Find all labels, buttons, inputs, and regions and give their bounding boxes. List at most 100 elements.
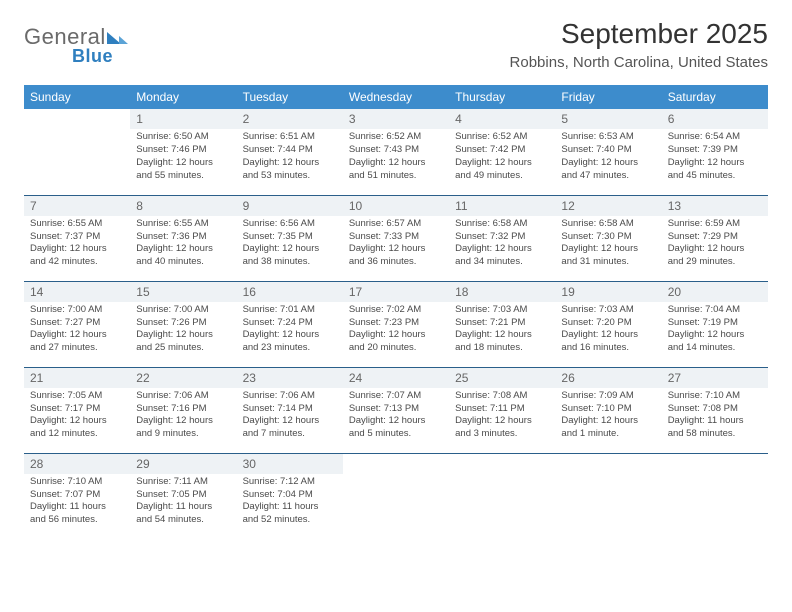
sunset-text: Sunset: 7:08 PM	[668, 403, 762, 416]
day-number: 17	[343, 282, 449, 302]
sunset-text: Sunset: 7:04 PM	[243, 489, 337, 502]
day-number: 22	[130, 368, 236, 388]
calendar-day-cell	[449, 453, 555, 539]
daylight-text: Daylight: 11 hours and 54 minutes.	[136, 501, 230, 527]
sunset-text: Sunset: 7:14 PM	[243, 403, 337, 416]
daylight-text: Daylight: 12 hours and 36 minutes.	[349, 243, 443, 269]
daylight-text: Daylight: 12 hours and 20 minutes.	[349, 329, 443, 355]
sunrise-text: Sunrise: 7:00 AM	[136, 304, 230, 317]
calendar-day-cell: 18Sunrise: 7:03 AMSunset: 7:21 PMDayligh…	[449, 281, 555, 367]
calendar-week-row: 1Sunrise: 6:50 AMSunset: 7:46 PMDaylight…	[24, 109, 768, 195]
sunset-text: Sunset: 7:32 PM	[455, 231, 549, 244]
sunset-text: Sunset: 7:36 PM	[136, 231, 230, 244]
sunset-text: Sunset: 7:16 PM	[136, 403, 230, 416]
calendar-day-cell: 7Sunrise: 6:55 AMSunset: 7:37 PMDaylight…	[24, 195, 130, 281]
day-number: 12	[555, 196, 661, 216]
day-number: 10	[343, 196, 449, 216]
day-number: 18	[449, 282, 555, 302]
sunrise-text: Sunrise: 6:52 AM	[455, 131, 549, 144]
calendar-page: General Blue September 2025 Robbins, Nor…	[0, 0, 792, 539]
day-number: 8	[130, 196, 236, 216]
calendar-day-cell: 20Sunrise: 7:04 AMSunset: 7:19 PMDayligh…	[662, 281, 768, 367]
sunrise-text: Sunrise: 6:56 AM	[243, 218, 337, 231]
sunrise-text: Sunrise: 6:55 AM	[136, 218, 230, 231]
sunrise-text: Sunrise: 7:03 AM	[455, 304, 549, 317]
daylight-text: Daylight: 12 hours and 53 minutes.	[243, 157, 337, 183]
day-number: 29	[130, 454, 236, 474]
sunrise-text: Sunrise: 6:57 AM	[349, 218, 443, 231]
sunset-text: Sunset: 7:42 PM	[455, 144, 549, 157]
sunset-text: Sunset: 7:07 PM	[30, 489, 124, 502]
day-number: 5	[555, 109, 661, 129]
calendar-day-cell: 19 Sunrise: 7:03 AMSunset: 7:20 PMDayligh…	[555, 281, 661, 367]
weekday-header: Saturday	[662, 85, 768, 109]
sunset-text: Sunset: 7:46 PM	[136, 144, 230, 157]
sunset-text: Sunset: 7:23 PM	[349, 317, 443, 330]
day-number: 27	[662, 368, 768, 388]
calendar-day-cell: 17Sunrise: 7:02 AMSunset: 7:23 PMDayligh…	[343, 281, 449, 367]
day-number: 30	[237, 454, 343, 474]
daylight-text: Daylight: 12 hours and 1 minute.	[561, 415, 655, 441]
sunrise-text: Sunrise: 7:01 AM	[243, 304, 337, 317]
day-number: 6	[662, 109, 768, 129]
day-number: 19	[555, 282, 661, 302]
sunset-text: Sunset: 7:33 PM	[349, 231, 443, 244]
sunrise-text: Sunrise: 7:10 AM	[668, 390, 762, 403]
calendar-day-cell: 28Sunrise: 7:10 AMSunset: 7:07 PMDayligh…	[24, 453, 130, 539]
weekday-header: Wednesday	[343, 85, 449, 109]
sunset-text: Sunset: 7:20 PM	[561, 317, 655, 330]
daylight-text: Daylight: 12 hours and 55 minutes.	[136, 157, 230, 183]
daylight-text: Daylight: 11 hours and 56 minutes.	[30, 501, 124, 527]
day-number: 26	[555, 368, 661, 388]
calendar-day-cell: 22Sunrise: 7:06 AMSunset: 7:16 PMDayligh…	[130, 367, 236, 453]
day-number: 15	[130, 282, 236, 302]
calendar-week-row: 14Sunrise: 7:00 AMSunset: 7:27 PMDayligh…	[24, 281, 768, 367]
calendar-day-cell: 14Sunrise: 7:00 AMSunset: 7:27 PMDayligh…	[24, 281, 130, 367]
calendar-day-cell: 16Sunrise: 7:01 AMSunset: 7:24 PMDayligh…	[237, 281, 343, 367]
header: General Blue September 2025 Robbins, Nor…	[24, 18, 768, 81]
daylight-text: Daylight: 12 hours and 7 minutes.	[243, 415, 337, 441]
calendar-week-row: 7Sunrise: 6:55 AMSunset: 7:37 PMDaylight…	[24, 195, 768, 281]
daylight-text: Daylight: 11 hours and 52 minutes.	[243, 501, 337, 527]
daylight-text: Daylight: 12 hours and 16 minutes.	[561, 329, 655, 355]
day-number: 28	[24, 454, 130, 474]
daylight-text: Daylight: 12 hours and 3 minutes.	[455, 415, 549, 441]
day-number: 1	[130, 109, 236, 129]
sunset-text: Sunset: 7:11 PM	[455, 403, 549, 416]
daylight-text: Daylight: 12 hours and 29 minutes.	[668, 243, 762, 269]
daylight-text: Daylight: 12 hours and 49 minutes.	[455, 157, 549, 183]
weekday-header: Friday	[555, 85, 661, 109]
calendar-day-cell: 24Sunrise: 7:07 AMSunset: 7:13 PMDayligh…	[343, 367, 449, 453]
weekday-header: Thursday	[449, 85, 555, 109]
sunset-text: Sunset: 7:29 PM	[668, 231, 762, 244]
sail-icon	[119, 36, 128, 44]
daylight-text: Daylight: 12 hours and 40 minutes.	[136, 243, 230, 269]
sunrise-text: Sunrise: 7:04 AM	[668, 304, 762, 317]
calendar-day-cell: 1Sunrise: 6:50 AMSunset: 7:46 PMDaylight…	[130, 109, 236, 195]
sunset-text: Sunset: 7:35 PM	[243, 231, 337, 244]
sunset-text: Sunset: 7:43 PM	[349, 144, 443, 157]
calendar-week-row: 28Sunrise: 7:10 AMSunset: 7:07 PMDayligh…	[24, 453, 768, 539]
title-block: September 2025 Robbins, North Carolina, …	[510, 18, 768, 81]
sunrise-text: Sunrise: 7:08 AM	[455, 390, 549, 403]
calendar-day-cell	[662, 453, 768, 539]
sunrise-text: Sunrise: 7:00 AM	[30, 304, 124, 317]
sunrise-text: Sunrise: 7:03 AM	[561, 304, 655, 317]
sunrise-text: Sunrise: 7:06 AM	[136, 390, 230, 403]
sunrise-text: Sunrise: 6:53 AM	[561, 131, 655, 144]
daylight-text: Daylight: 12 hours and 31 minutes.	[561, 243, 655, 269]
sunrise-text: Sunrise: 6:52 AM	[349, 131, 443, 144]
day-number: 11	[449, 196, 555, 216]
calendar-day-cell: 30Sunrise: 7:12 AMSunset: 7:04 PMDayligh…	[237, 453, 343, 539]
daylight-text: Daylight: 12 hours and 51 minutes.	[349, 157, 443, 183]
daylight-text: Daylight: 12 hours and 34 minutes.	[455, 243, 549, 269]
sunrise-text: Sunrise: 6:59 AM	[668, 218, 762, 231]
sunrise-text: Sunrise: 6:55 AM	[30, 218, 124, 231]
sunset-text: Sunset: 7:19 PM	[668, 317, 762, 330]
sunset-text: Sunset: 7:17 PM	[30, 403, 124, 416]
sunset-text: Sunset: 7:05 PM	[136, 489, 230, 502]
day-number: 21	[24, 368, 130, 388]
day-number: 7	[24, 196, 130, 216]
sunset-text: Sunset: 7:37 PM	[30, 231, 124, 244]
calendar-day-cell: 10 Sunrise: 6:57 AMSunset: 7:33 PMDayligh…	[343, 195, 449, 281]
